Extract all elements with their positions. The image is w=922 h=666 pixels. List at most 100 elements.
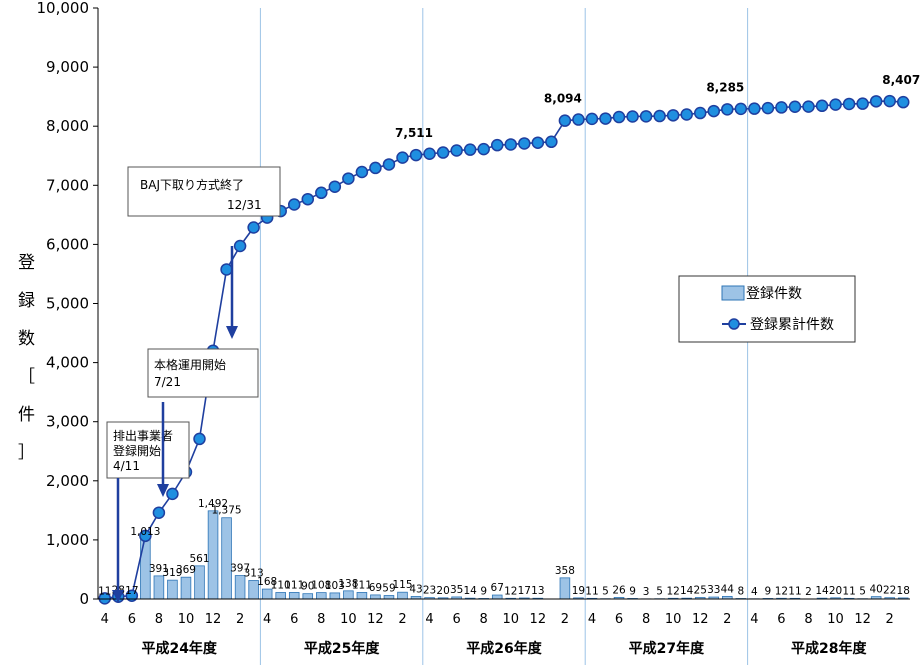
bar-label: 19: [572, 585, 585, 597]
x-tick-label: 12: [854, 612, 871, 627]
cumulative-point: [396, 151, 409, 164]
x-tick-label: 2: [723, 612, 731, 627]
bar-label: 25: [694, 585, 707, 597]
bar-label: 9: [765, 585, 772, 597]
bar-label: 111: [284, 579, 304, 591]
bar-label: 14: [815, 585, 829, 597]
bar-label: 561: [189, 553, 209, 565]
x-tick-label: 12: [530, 612, 547, 627]
cumulative-point: [829, 98, 842, 111]
bar-label: 20: [436, 585, 449, 597]
x-tick-label: 10: [340, 612, 357, 627]
fiscal-year-label: 平成28年度: [791, 640, 867, 657]
cumulative-point: [315, 186, 328, 200]
y-axis-label-char: 件: [18, 405, 35, 425]
bar-label: 168: [257, 576, 277, 588]
bar-label: 33: [707, 584, 720, 596]
bar-label: 12: [775, 585, 788, 597]
bar: [356, 592, 368, 600]
bar-label: 313: [244, 568, 264, 580]
x-tick-label: 12: [367, 612, 384, 627]
fiscal-year-gridlines: [259, 8, 749, 665]
bar-label: 138: [338, 578, 358, 590]
bar-label: 14: [680, 585, 694, 597]
bar-label: 5: [602, 586, 609, 598]
annotation-baj-end-title: BAJ下取り方式終了: [140, 177, 244, 192]
x-tick-label: 8: [317, 612, 325, 627]
x-tick-label: 10: [827, 612, 844, 627]
bar-label: 40: [869, 584, 882, 596]
x-tick-label: 8: [804, 612, 812, 627]
y-tick-label: 5,000: [46, 295, 89, 313]
cumulative-point: [707, 104, 721, 118]
y-tick-label: 0: [79, 590, 89, 608]
bar: [370, 594, 381, 600]
cumulative-point: [639, 110, 653, 123]
y-tick-label: 1,000: [46, 531, 89, 549]
cumulative-point: [463, 143, 477, 156]
bar-label: 43: [409, 583, 422, 595]
x-tick-label: 4: [588, 612, 596, 627]
bar-label: 103: [325, 580, 345, 592]
bar-label: 1,492: [198, 498, 228, 510]
annotation-full-operation: 本格運用開始 7/21: [147, 348, 259, 497]
y-tick-label: 9,000: [46, 58, 89, 76]
bar: [221, 517, 232, 600]
bar: [329, 592, 341, 600]
cumulative-point: [680, 108, 693, 121]
annotation-start-date: 4/11: [113, 459, 140, 473]
cumulative-point: [125, 589, 139, 602]
cumulative-point: [761, 101, 775, 115]
bar-label: 110: [271, 579, 291, 591]
annotation-full-operation-date: 7/21: [154, 375, 181, 389]
bar-label: 111: [352, 579, 372, 591]
bar-label: 9: [480, 585, 487, 597]
bar-label: 22: [883, 585, 896, 597]
cumulative-point: [98, 592, 112, 605]
cumulative-point: [693, 106, 707, 120]
bar-label: 397: [230, 563, 250, 575]
x-tick-label: 6: [615, 612, 623, 627]
bar-label: 369: [176, 564, 196, 576]
bar: [194, 565, 205, 600]
x-tick-label: 2: [886, 612, 894, 627]
bar-label: 11: [842, 585, 855, 597]
x-tick-label: 10: [502, 612, 519, 627]
bar-label: 26: [612, 584, 626, 596]
cumulative-point: [883, 94, 896, 108]
y-tick-label: 2,000: [46, 472, 89, 490]
bar-label: 11: [98, 585, 111, 597]
annotation-full-operation-title: 本格運用開始: [154, 357, 226, 372]
bar-label: 4: [751, 586, 758, 598]
bar: [153, 575, 165, 600]
cumulative-point: [545, 135, 558, 149]
cumulative-point: [328, 180, 342, 193]
y-axis-label: 登録数 ［ 件 ］: [18, 253, 35, 463]
cumulative-point: [734, 102, 748, 116]
x-axis: 平成24年度 平成25年度 平成26年度 平成27年度 平成28年度 4 6 8 10 12 2 4 6…: [98, 598, 910, 657]
point-label: 8,407: [882, 73, 920, 87]
bar: [316, 592, 327, 600]
bar-label: 67: [491, 582, 504, 594]
annotation-start: 排出事業者 登録開始 4/11: [106, 421, 190, 603]
cumulative-point: [531, 136, 545, 149]
cumulative-point: [450, 144, 463, 157]
cumulative-point: [612, 110, 626, 124]
x-tick-label: 8: [480, 612, 488, 627]
cumulative-point: [409, 148, 423, 162]
cumulative-point: [653, 109, 666, 123]
x-tick-label: 6: [128, 612, 136, 627]
cumulative-point: [626, 110, 639, 123]
bar: [288, 592, 300, 600]
bar-label: 17: [518, 585, 531, 597]
bar-label: 2: [805, 586, 812, 598]
annotation-start-title2: 登録開始: [113, 443, 161, 458]
cumulative-point: [572, 113, 585, 126]
bar-label: 319: [162, 567, 182, 579]
bar: [491, 594, 503, 600]
cumulative-point: [869, 95, 883, 108]
bar: [167, 579, 178, 600]
cumulative-point: [436, 146, 450, 159]
point-label: 8,094: [544, 92, 582, 106]
y-tick-label: 10,000: [37, 0, 90, 17]
